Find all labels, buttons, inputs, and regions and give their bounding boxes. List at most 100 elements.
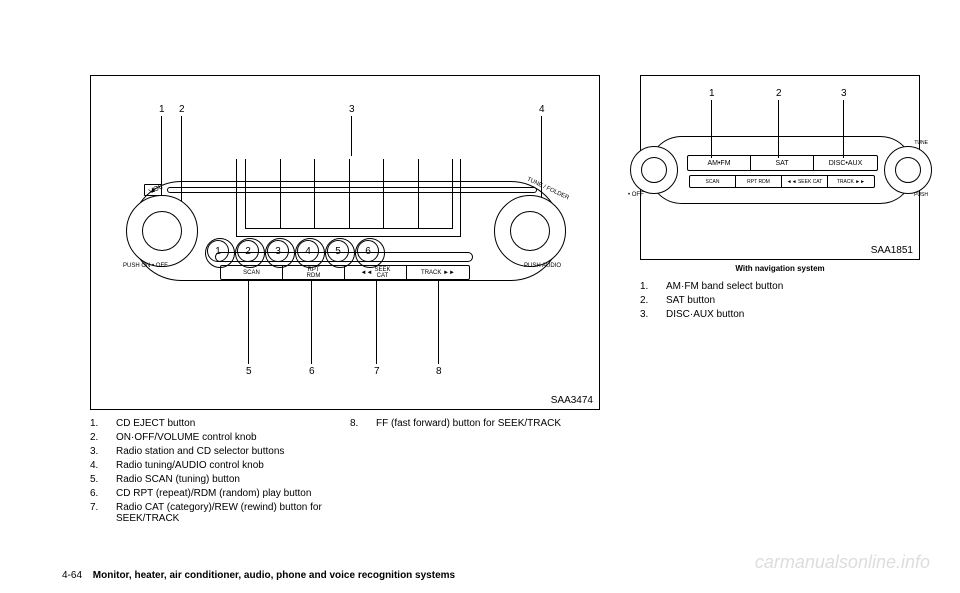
legend-col1: 1.CD EJECT button 2.ON·OFF/VOLUME contro… [90, 418, 350, 527]
left-diagram: 1 2 3 4 ▲ [90, 75, 600, 410]
push-on-off-label: PUSH ON • OFF [123, 263, 168, 269]
right-legend: 1.AM·FM band select button 2.SAT button … [640, 281, 920, 320]
legend-text: CD EJECT button [116, 418, 350, 429]
scan-button: SCAN [221, 266, 283, 279]
line [248, 279, 249, 364]
legend-text: FF (fast forward) button for SEEK/TRACK [376, 418, 600, 429]
legend-item: 3.DISC·AUX button [640, 309, 920, 320]
seek-cat-button: ◄◄SEEKCAT [345, 266, 407, 279]
line [376, 279, 377, 364]
legend-col2: 8.FF (fast forward) button for SEEK/TRAC… [350, 418, 600, 527]
callout-4: 4 [539, 104, 545, 115]
legend-item: 1.CD EJECT button [90, 418, 350, 429]
legend-text: AM·FM band select button [666, 281, 920, 292]
cat-label: CAT [377, 273, 389, 279]
tune-knob [494, 195, 566, 267]
line [438, 279, 439, 364]
legend-num: 3. [90, 446, 116, 457]
top-button-row: AM•FM SAT DISC•AUX [687, 155, 878, 171]
legend-num: 4. [90, 460, 116, 471]
callout-r2: 2 [776, 88, 782, 99]
radio-frame-right: AM•FM SAT DISC•AUX SCAN RPT RDM ◄◄ SEEK … [648, 136, 914, 204]
right-panel: 1 2 3 AM•FM SAT DISC•AUX SCAN RPT RDM ◄◄… [640, 75, 920, 323]
left-legend: 1.CD EJECT button 2.ON·OFF/VOLUME contro… [90, 418, 600, 527]
page-number: 4-64 [62, 570, 82, 581]
push-audio-label: PUSH AUDIO [524, 263, 561, 269]
callout-r1: 1 [709, 88, 715, 99]
knob-inner [142, 211, 182, 251]
tune-label-r: TUNE [914, 140, 928, 146]
callout-5: 5 [246, 366, 252, 377]
knob-inner [641, 157, 667, 183]
legend-text: Radio CAT (category)/REW (rewind) button… [116, 502, 350, 524]
line [161, 116, 162, 186]
rpt-rdm-button-r: RPT RDM [736, 176, 782, 187]
push-label-r: PUSH [914, 192, 928, 198]
page-footer: 4-64 Monitor, heater, air conditioner, a… [62, 570, 455, 581]
right-diagram: 1 2 3 AM•FM SAT DISC•AUX SCAN RPT RDM ◄◄… [640, 75, 920, 260]
button-row: SCAN RPTRDM ◄◄SEEKCAT TRACK ►► [220, 265, 470, 280]
track-button: TRACK ►► [407, 266, 469, 279]
legend-num: 1. [640, 281, 666, 292]
right-knob-right-diagram [884, 146, 932, 194]
scan-button-r: SCAN [690, 176, 736, 187]
callout-2: 2 [179, 104, 185, 115]
sat-button: SAT [751, 156, 814, 170]
legend-item: 7.Radio CAT (category)/REW (rewind) butt… [90, 502, 350, 524]
legend-num: 1. [90, 418, 116, 429]
section-title: Monitor, heater, air conditioner, audio,… [93, 570, 455, 581]
legend-num: 8. [350, 418, 376, 429]
legend-num: 2. [640, 295, 666, 306]
track-button-r: TRACK ►► [828, 176, 874, 187]
legend-text: Radio SCAN (tuning) button [116, 474, 350, 485]
legend-text: CD RPT (repeat)/RDM (random) play button [116, 488, 350, 499]
legend-text: SAT button [666, 295, 920, 306]
legend-item: 2.ON·OFF/VOLUME control knob [90, 432, 350, 443]
legend-num: 6. [90, 488, 116, 499]
volume-knob [126, 195, 198, 267]
right-caption: With navigation system [640, 264, 920, 273]
legend-text: Radio station and CD selector buttons [116, 446, 350, 457]
diagram-id-right: SAA1851 [871, 245, 913, 256]
watermark: carmanualsonline.info [755, 552, 930, 573]
callout-r3: 3 [841, 88, 847, 99]
track-label: TRACK [421, 270, 441, 276]
rew-icon: ◄◄ [361, 270, 373, 276]
knob-inner [895, 157, 921, 183]
legend-num: 5. [90, 474, 116, 485]
legend-text: ON·OFF/VOLUME control knob [116, 432, 350, 443]
seek-cat-button-r: ◄◄ SEEK CAT [782, 176, 828, 187]
legend-item: 1.AM·FM band select button [640, 281, 920, 292]
legend-item: 6.CD RPT (repeat)/RDM (random) play butt… [90, 488, 350, 499]
off-label: • OFF [628, 192, 644, 198]
mid-bar [215, 252, 473, 262]
line [311, 279, 312, 364]
legend-item: 8.FF (fast forward) button for SEEK/TRAC… [350, 418, 600, 429]
bottom-button-row: SCAN RPT RDM ◄◄ SEEK CAT TRACK ►► [689, 175, 875, 188]
knob-inner [510, 211, 550, 251]
legend-item: 4.Radio tuning/AUDIO control knob [90, 460, 350, 471]
rpt-rdm-button: RPTRDM [283, 266, 345, 279]
rdm-label: RDM [307, 273, 321, 279]
line [351, 116, 352, 156]
ff-icon: ►► [443, 270, 455, 276]
legend-num: 7. [90, 502, 116, 524]
legend-item: 5.Radio SCAN (tuning) button [90, 474, 350, 485]
callout-6: 6 [309, 366, 315, 377]
callout-8: 8 [436, 366, 442, 377]
callout-3: 3 [349, 104, 355, 115]
callout-7: 7 [374, 366, 380, 377]
am-fm-button: AM•FM [688, 156, 751, 170]
legend-num: 2. [90, 432, 116, 443]
radio-body-right: AM•FM SAT DISC•AUX SCAN RPT RDM ◄◄ SEEK … [648, 136, 914, 204]
legend-item: 2.SAT button [640, 295, 920, 306]
callout-1: 1 [159, 104, 165, 115]
legend-num: 3. [640, 309, 666, 320]
radio-body: ▲ 1 2 3 4 5 6 SCAN RPTRDM ◄◄SEEKCAT TRAC… [131, 181, 561, 281]
left-knob-right-diagram [630, 146, 678, 194]
left-panel: 1 2 3 4 ▲ [90, 75, 600, 527]
legend-item: 3.Radio station and CD selector buttons [90, 446, 350, 457]
disc-aux-button: DISC•AUX [814, 156, 877, 170]
legend-text: DISC·AUX button [666, 309, 920, 320]
diagram-id-left: SAA3474 [551, 395, 593, 406]
